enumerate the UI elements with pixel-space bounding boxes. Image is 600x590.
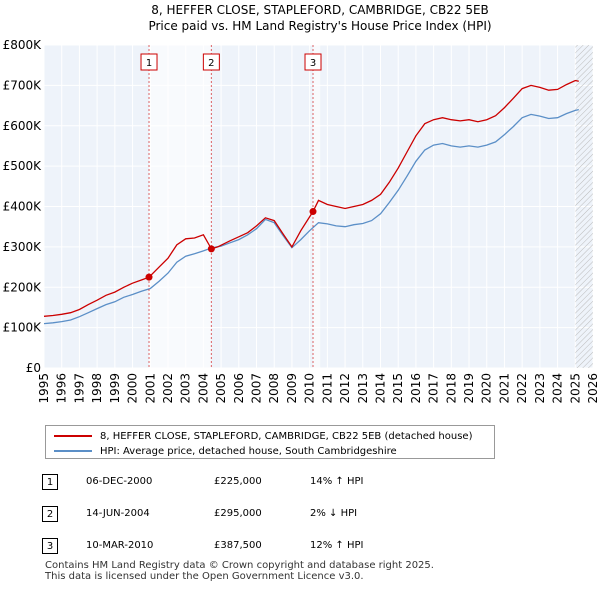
y-tick-label: £400K [3, 200, 43, 214]
legend-swatch-hpi [54, 450, 92, 452]
sale-label-box [304, 53, 322, 71]
x-tick-label: 2006 [232, 373, 246, 404]
x-tick-label: 2011 [320, 373, 334, 404]
x-tick-label: 2003 [179, 373, 193, 404]
legend-item-hpi: HPI: Average price, detached house, Sout… [54, 444, 397, 458]
x-tick-label: 2010 [303, 373, 317, 404]
x-tick-label: 2025 [568, 373, 582, 404]
x-tick-label: 1998 [90, 373, 104, 404]
x-tick-label: 2016 [409, 373, 423, 404]
y-tick-label: £600K [3, 119, 43, 133]
sale-date: 06-DEC-2000 [86, 476, 153, 487]
forecast-region [575, 45, 593, 368]
x-tick-label: 2018 [444, 373, 458, 404]
x-tick-label: 2026 [586, 373, 600, 404]
footer-copyright: Contains HM Land Registry data © Crown c… [45, 560, 434, 571]
sale-date: 14-JUN-2004 [86, 508, 150, 519]
x-tick-label: 2009 [285, 373, 299, 404]
x-tick-label: 2015 [391, 373, 405, 404]
y-tick-label: £800K [3, 38, 43, 52]
price-chart: 8, HEFFER CLOSE, STAPLEFORD, CAMBRIDGE, … [3, 3, 600, 404]
ownership-shade [313, 45, 321, 368]
x-tick-label: 1997 [72, 373, 86, 404]
sale-hpi-diff: 2% ↓ HPI [310, 508, 358, 519]
sale-number-badge: 1 [42, 474, 58, 490]
x-tick-label: 2008 [267, 373, 281, 404]
x-tick-label: 2005 [214, 373, 228, 404]
sale-point [309, 208, 317, 216]
sale-price: £295,000 [214, 508, 262, 519]
sale-price: £225,000 [214, 476, 262, 487]
y-tick-label: £100K [3, 321, 43, 335]
ownership-shade [149, 45, 212, 368]
legend-swatch-property [54, 435, 92, 437]
legend-item-property: 8, HEFFER CLOSE, STAPLEFORD, CAMBRIDGE, … [54, 429, 473, 443]
x-tick-label: 2020 [480, 373, 494, 404]
y-tick-label: £200K [3, 280, 43, 294]
sale-row: 3 10-MAR-2010 £387,500 12% ↑ HPI [42, 536, 462, 556]
x-tick-label: 2001 [143, 373, 157, 404]
y-tick-label: £300K [3, 240, 43, 254]
x-tick-label: 2012 [338, 373, 352, 404]
x-tick-label: 2013 [356, 373, 370, 404]
x-tick-label: 2024 [551, 373, 565, 404]
sale-point [145, 273, 153, 281]
x-tick-label: 2022 [515, 373, 529, 404]
sale-label: 1 [146, 58, 152, 69]
sale-date: 10-MAR-2010 [86, 540, 154, 551]
sale-row: 1 06-DEC-2000 £225,000 14% ↑ HPI [42, 472, 462, 492]
sale-row: 2 14-JUN-2004 £295,000 2% ↓ HPI [42, 504, 462, 524]
x-tick-label: 2007 [250, 373, 264, 404]
sale-price: £387,500 [214, 540, 262, 551]
sale-label-box [140, 53, 158, 71]
series-line [43, 79, 579, 317]
sale-point [207, 245, 215, 253]
footer-notice: Contains HM Land Registry data © Crown c… [45, 560, 434, 582]
x-tick-label: 2000 [126, 373, 140, 404]
x-tick-label: 2023 [533, 373, 547, 404]
x-tick-label: 2004 [196, 373, 210, 404]
sale-number-badge: 3 [42, 538, 58, 554]
chart-subtitle: Price paid vs. HM Land Registry's House … [148, 19, 491, 33]
legend-label-hpi: HPI: Average price, detached house, Sout… [100, 445, 397, 457]
footer-licence: This data is licensed under the Open Gov… [45, 571, 364, 582]
chart-title: 8, HEFFER CLOSE, STAPLEFORD, CAMBRIDGE, … [151, 3, 489, 17]
legend-label-property: 8, HEFFER CLOSE, STAPLEFORD, CAMBRIDGE, … [100, 430, 473, 442]
chart-legend: 8, HEFFER CLOSE, STAPLEFORD, CAMBRIDGE, … [45, 425, 495, 459]
sale-number-badge: 2 [42, 506, 58, 522]
x-tick-label: 2017 [427, 373, 441, 404]
y-tick-label: £0 [26, 361, 41, 375]
x-tick-label: 2021 [497, 373, 511, 404]
x-tick-label: 1995 [37, 373, 51, 404]
x-tick-label: 1999 [108, 373, 122, 404]
x-tick-label: 1996 [55, 373, 69, 404]
sale-label-box [202, 53, 220, 71]
sale-label: 2 [208, 58, 214, 69]
x-tick-label: 2002 [161, 373, 175, 404]
sale-label: 3 [310, 58, 316, 69]
series-line [43, 108, 579, 325]
y-tick-label: £500K [3, 159, 43, 173]
sale-hpi-diff: 14% ↑ HPI [310, 476, 364, 487]
y-tick-label: £700K [3, 78, 43, 92]
sale-hpi-diff: 12% ↑ HPI [310, 540, 364, 551]
x-tick-label: 2014 [373, 373, 387, 404]
x-tick-label: 2019 [462, 373, 476, 404]
